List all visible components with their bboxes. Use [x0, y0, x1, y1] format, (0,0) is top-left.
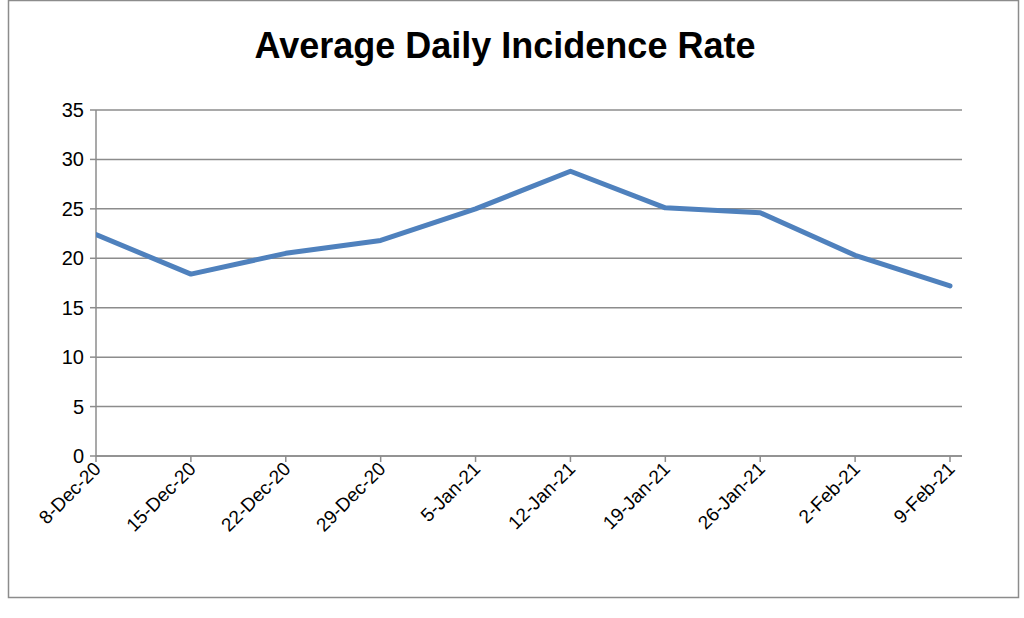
y-tick-label: 25: [62, 198, 84, 220]
x-tick: [854, 456, 856, 462]
grid-line: [96, 307, 962, 309]
y-tick: [90, 109, 96, 111]
y-tick-label: 10: [62, 346, 84, 368]
chart-container: Average Daily Incidence Rate 0 5 10 15 20 25 30…: [0, 0, 1024, 618]
y-tick-label: 20: [62, 247, 84, 269]
y-tick-label: 0: [73, 445, 84, 467]
y-tick: [90, 406, 96, 408]
chart-frame: [9, 1, 1019, 598]
x-tick-label: 9-Feb-21: [889, 458, 958, 527]
x-tick-label: 15-Dec-20: [122, 458, 200, 536]
y-tick: [90, 258, 96, 260]
x-tick-label: 26-Jan-21: [694, 458, 769, 533]
x-axis: [96, 455, 962, 457]
y-axis: [95, 110, 97, 456]
x-tick: [475, 456, 477, 462]
y-tick: [90, 159, 96, 161]
x-tick: [380, 456, 382, 462]
y-tick-label: 35: [62, 99, 84, 121]
grid-line: [96, 109, 962, 111]
y-tick-label: 30: [62, 148, 84, 170]
grid-line: [96, 258, 962, 260]
x-tick-label: 5-Jan-21: [417, 458, 485, 526]
chart-svg: Average Daily Incidence Rate 0 5 10 15 20 25 30…: [0, 0, 1024, 618]
data-line: [96, 171, 950, 286]
plot-area: [96, 171, 950, 286]
x-tick: [95, 456, 97, 462]
x-tick-label: 29-Dec-20: [312, 458, 390, 536]
x-tick: [949, 456, 951, 462]
x-tick-label: 8-Dec-20: [35, 458, 105, 528]
x-tick: [190, 456, 192, 462]
x-tick-label: 2-Feb-21: [795, 458, 864, 527]
y-tick-label: 5: [73, 396, 84, 418]
x-tick: [285, 456, 287, 462]
y-tick: [90, 208, 96, 210]
y-tick: [90, 356, 96, 358]
grid-line: [96, 159, 962, 161]
x-tick-label: 19-Jan-21: [599, 458, 674, 533]
x-tick: [665, 456, 667, 462]
x-tick-label: 12-Jan-21: [504, 458, 579, 533]
chart-title: Average Daily Incidence Rate: [255, 25, 756, 66]
y-tick-label: 15: [62, 297, 84, 319]
grid-line: [96, 455, 962, 457]
x-tick-label: 22-Dec-20: [217, 458, 295, 536]
grid-line: [96, 208, 962, 210]
y-tick: [90, 307, 96, 309]
x-tick: [570, 456, 572, 462]
grid-line: [96, 406, 962, 408]
grid-line: [96, 356, 962, 358]
x-tick: [759, 456, 761, 462]
y-tick: [90, 455, 96, 457]
